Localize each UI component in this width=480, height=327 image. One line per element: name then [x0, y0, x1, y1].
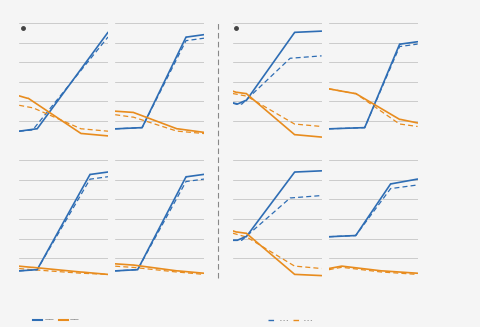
Legend: - - -, - - -: - - -, - - - [266, 316, 314, 325]
Legend: ——, ——: ——, —— [31, 316, 82, 325]
